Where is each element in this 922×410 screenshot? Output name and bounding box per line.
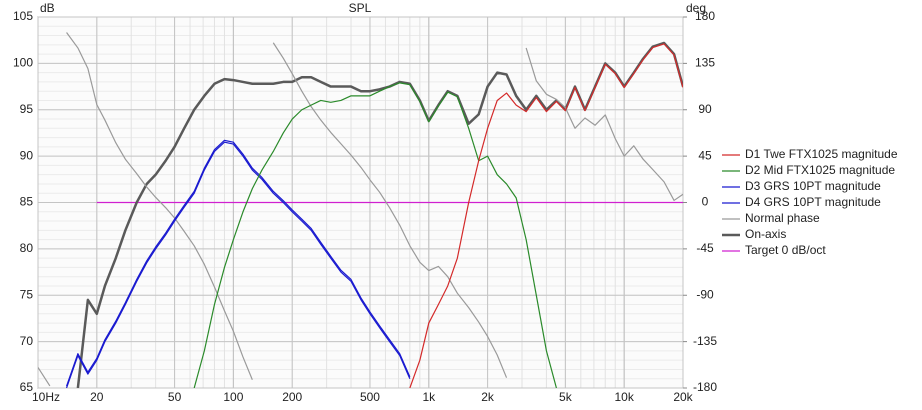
x-tick-label: 10Hz [32,390,60,404]
x-tick-label: 50 [168,390,182,404]
x-tick-label: 1k [422,390,436,404]
y-tick-label: 95 [20,102,34,116]
series-line [65,139,411,387]
y2-axis-label: deg [686,1,706,15]
x-tick-label: 10k [615,390,635,404]
x-tick-label: 200 [282,390,302,404]
series-line [409,43,683,388]
y2-tick-label: -90 [696,287,714,301]
grid [37,16,684,389]
x-tick-label: 20k [673,390,693,404]
legend-label: D3 GRS 10PT magnitude [745,179,881,193]
x-tick-label: 5k [559,390,573,404]
legend-label: D1 Twe FTX1025 magnitude [745,147,898,161]
lines [38,32,683,388]
y2-tick-label: -45 [696,241,714,255]
y-tick-label: 80 [20,241,34,255]
y2-tick-label: -135 [693,334,717,348]
y2-tick-label: -180 [693,380,717,394]
legend: D1 Twe FTX1025 magnitude D2 Mid FTX1025 m… [722,147,898,257]
y-tick-label: 90 [20,148,34,162]
y-tick-label: 65 [20,380,34,394]
series-line [38,32,683,387]
y-tick-label: 100 [13,56,33,70]
legend-label: D4 GRS 10PT magnitude [745,195,881,209]
x-tick-label: 500 [360,390,380,404]
y-tick-label: 70 [20,334,34,348]
y-tick-label: 105 [13,9,33,23]
series-line [193,82,557,388]
y-axis-label: dB [40,1,55,15]
y2-tick-label: 180 [695,9,715,23]
legend-label: Normal phase [745,211,820,225]
legend-label: Target 0 dB/oct [745,243,826,257]
y2-tick-label: 45 [698,148,712,162]
labels: SPL dB deg 65 70 75 80 85 90 95 100 105 -180 -135 -… [13,1,717,404]
chart-title: SPL [349,1,372,15]
y-tick-label: 85 [20,195,34,209]
x-tick-label: 20 [90,390,104,404]
legend-label: On-axis [745,227,786,241]
y2-tick-label: 0 [702,195,709,209]
x-tick-label: 100 [223,390,243,404]
series-line [65,141,411,388]
y2-tick-label: 90 [698,102,712,116]
x-tick-label: 2k [481,390,495,404]
y2-tick-label: 135 [695,56,715,70]
y-tick-label: 75 [20,287,34,301]
legend-label: D2 Mid FTX1025 magnitude [745,163,895,177]
